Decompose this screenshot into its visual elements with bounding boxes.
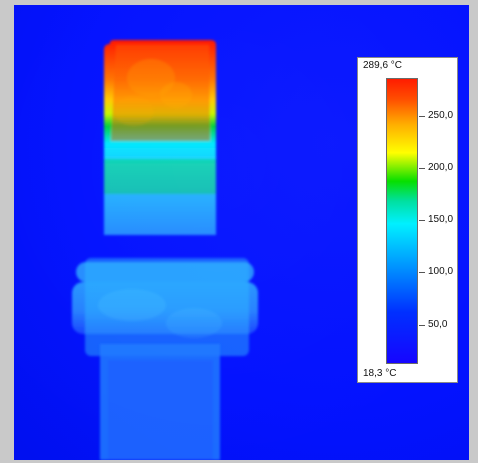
scale-max-label: 289,6 °C: [363, 60, 403, 71]
scale-min-label: 18,3 °C: [363, 368, 397, 379]
thermal-image: 289,6 °C 250,0 200,0 150,0 100,0 50,0 18…: [14, 5, 469, 460]
tick-label-200: 200,0: [428, 162, 454, 173]
tick-label-150: 150,0: [428, 214, 454, 225]
tick-label-250: 250,0: [428, 110, 454, 121]
tick-mark-150: [419, 220, 425, 221]
tick-mark-250: [419, 116, 425, 117]
tick-mark-100: [419, 272, 425, 273]
tick-label-100: 100,0: [428, 266, 454, 277]
tick-mark-200: [419, 168, 425, 169]
thermal-object-graphic: [14, 5, 469, 460]
temperature-scale-panel: 289,6 °C 250,0 200,0 150,0 100,0 50,0 18…: [357, 57, 458, 383]
tick-label-50: 50,0: [428, 319, 448, 330]
tick-mark-50: [419, 325, 425, 326]
temperature-color-bar: [386, 78, 418, 364]
